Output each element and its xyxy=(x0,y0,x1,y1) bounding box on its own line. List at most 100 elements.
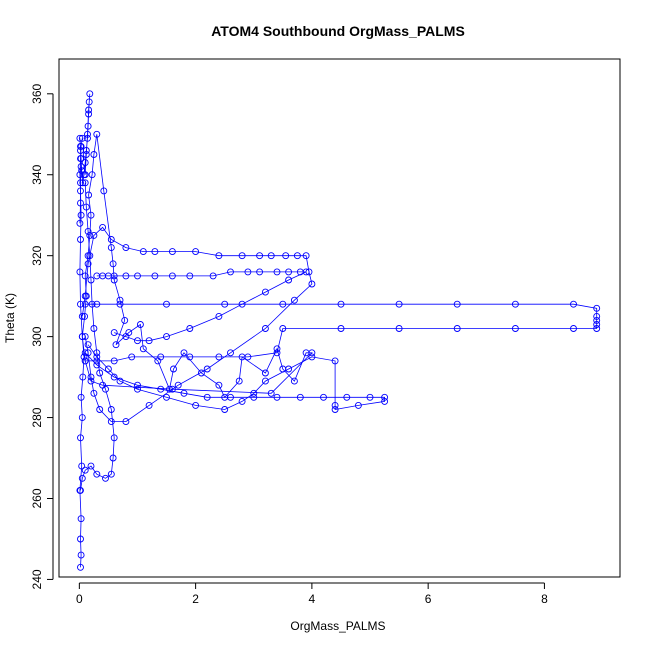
data-point xyxy=(77,199,84,207)
x-tick-label: 2 xyxy=(192,592,199,606)
y-tick-label: 260 xyxy=(30,488,44,508)
data-point xyxy=(354,401,362,409)
data-point xyxy=(77,551,85,559)
data-point xyxy=(157,385,165,393)
data-point xyxy=(279,325,287,332)
data-point xyxy=(87,373,95,381)
data-point xyxy=(215,252,223,260)
data-point xyxy=(273,349,281,357)
data-point xyxy=(192,401,200,409)
data-point xyxy=(593,316,601,324)
data-point xyxy=(256,252,264,260)
data-point xyxy=(110,272,118,280)
data-point xyxy=(84,260,92,268)
data-point xyxy=(102,385,109,393)
data-point xyxy=(302,252,310,260)
data-point xyxy=(343,393,351,401)
data-point xyxy=(570,300,577,308)
data-point xyxy=(116,377,124,385)
data-point xyxy=(93,349,101,357)
data-point xyxy=(186,272,194,280)
data-point xyxy=(136,321,144,328)
data-point xyxy=(112,341,120,349)
data-point xyxy=(77,393,85,401)
data-point xyxy=(122,333,130,341)
data-point xyxy=(168,385,176,393)
data-point xyxy=(96,406,104,413)
data-point xyxy=(88,171,96,179)
data-point xyxy=(110,373,118,381)
data-point xyxy=(87,276,95,284)
data-point xyxy=(221,406,229,413)
data-point xyxy=(78,414,86,422)
data-point xyxy=(100,187,108,195)
series-line-3 xyxy=(85,303,598,362)
data-point xyxy=(77,155,85,163)
data-point xyxy=(366,393,374,401)
y-tick-label: 320 xyxy=(30,245,44,265)
data-point xyxy=(302,268,310,276)
data-point xyxy=(78,462,86,470)
data-point xyxy=(76,134,84,142)
data-point xyxy=(395,300,403,308)
data-point xyxy=(593,325,601,332)
data-point xyxy=(77,179,84,187)
data-point xyxy=(88,300,96,308)
axis-layer: 0 2 4 6 8 240 260 280 300 320 340 360 xyxy=(30,83,548,606)
data-point xyxy=(84,134,91,142)
data-point xyxy=(593,304,601,312)
data-point xyxy=(381,397,389,405)
data-point xyxy=(109,454,117,462)
data-point xyxy=(122,244,130,252)
series-line-7 xyxy=(96,271,307,342)
data-point xyxy=(84,130,91,138)
data-point xyxy=(86,231,94,239)
data-point xyxy=(78,134,86,142)
x-tick-label: 4 xyxy=(309,592,316,606)
data-point xyxy=(174,381,182,389)
data-point xyxy=(81,159,89,167)
y-tick-label: 300 xyxy=(30,326,44,346)
data-point xyxy=(285,276,293,284)
data-point xyxy=(163,393,170,401)
data-point xyxy=(395,325,403,332)
y-tick-label: 280 xyxy=(30,407,44,427)
data-point xyxy=(381,393,389,401)
data-point xyxy=(77,163,85,171)
data-point xyxy=(145,337,153,345)
data-point xyxy=(134,385,141,393)
data-point xyxy=(320,393,327,401)
data-point xyxy=(79,373,87,381)
data-point xyxy=(110,357,118,365)
data-point xyxy=(81,466,89,474)
data-point xyxy=(93,357,101,365)
data-point xyxy=(267,389,275,397)
series-line-2 xyxy=(81,226,313,422)
data-point xyxy=(77,300,84,308)
data-point xyxy=(82,151,90,158)
data-point xyxy=(102,474,109,482)
plot-layer xyxy=(76,90,601,571)
data-point xyxy=(93,300,101,308)
data-point xyxy=(308,280,316,288)
data-point xyxy=(77,515,85,523)
data-point xyxy=(85,98,93,106)
data-point xyxy=(337,325,345,332)
y-tick-label: 240 xyxy=(30,569,44,589)
data-point xyxy=(78,312,86,320)
data-point xyxy=(331,401,339,409)
data-point xyxy=(170,365,177,373)
data-point xyxy=(180,389,188,397)
data-point xyxy=(134,272,141,280)
data-point xyxy=(197,369,205,377)
data-point xyxy=(261,369,269,377)
data-point xyxy=(203,365,211,373)
data-point xyxy=(308,349,316,357)
data-point xyxy=(227,349,234,357)
data-point xyxy=(261,288,269,296)
data-point xyxy=(227,268,234,276)
data-point xyxy=(110,434,118,442)
data-point xyxy=(570,325,577,332)
